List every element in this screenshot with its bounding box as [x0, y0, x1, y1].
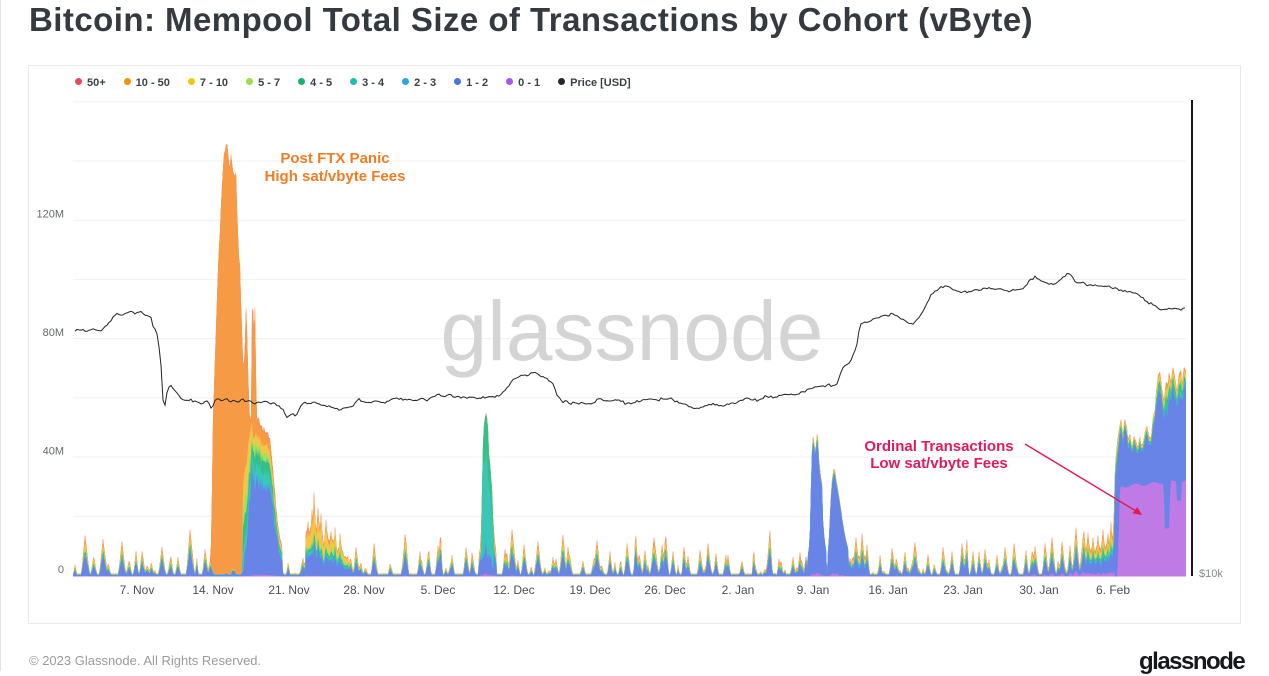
svg-text:120M: 120M: [36, 209, 64, 221]
svg-text:0: 0: [58, 564, 64, 576]
svg-text:80M: 80M: [43, 327, 64, 339]
svg-text:Ordinal Transactions: Ordinal Transactions: [864, 438, 1013, 455]
svg-text:Low sat/vbyte Fees: Low sat/vbyte Fees: [870, 455, 1008, 472]
svg-text:9. Jan: 9. Jan: [797, 583, 830, 597]
svg-text:19. Dec: 19. Dec: [569, 583, 610, 597]
svg-text:21. Nov: 21. Nov: [268, 583, 309, 597]
svg-text:Post FTX Panic: Post FTX Panic: [280, 150, 389, 167]
svg-text:40M: 40M: [43, 446, 64, 458]
svg-text:7. Nov: 7. Nov: [120, 583, 155, 597]
svg-text:28. Nov: 28. Nov: [343, 583, 384, 597]
svg-text:2. Jan: 2. Jan: [722, 583, 755, 597]
svg-text:16. Jan: 16. Jan: [868, 583, 907, 597]
svg-text:30. Jan: 30. Jan: [1019, 583, 1058, 597]
svg-text:6. Feb: 6. Feb: [1096, 583, 1130, 597]
svg-text:26. Dec: 26. Dec: [644, 583, 685, 597]
svg-text:glassnode: glassnode: [441, 284, 824, 378]
svg-text:12. Dec: 12. Dec: [493, 583, 534, 597]
svg-text:23. Jan: 23. Jan: [943, 583, 982, 597]
svg-text:5. Dec: 5. Dec: [421, 583, 456, 597]
svg-text:High sat/vbyte Fees: High sat/vbyte Fees: [265, 168, 406, 185]
svg-text:14. Nov: 14. Nov: [192, 583, 233, 597]
svg-text:$10k: $10k: [1199, 568, 1223, 580]
